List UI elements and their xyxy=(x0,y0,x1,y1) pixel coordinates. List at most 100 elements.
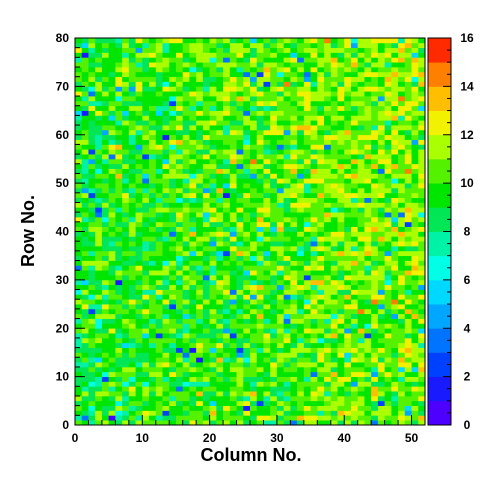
heatmap-cell xyxy=(196,236,204,242)
heatmap-cell xyxy=(236,158,244,165)
heatmap-cell xyxy=(364,342,372,348)
heatmap-cell xyxy=(297,96,305,102)
x-axis-title: Column No. xyxy=(201,445,302,465)
heatmap-cell xyxy=(384,241,392,247)
heatmap-cell xyxy=(128,318,136,324)
heatmap-cell xyxy=(175,270,184,276)
heatmap-cell xyxy=(344,197,352,203)
heatmap-cell xyxy=(162,67,170,73)
heatmap-cell xyxy=(81,386,89,392)
heatmap-cell xyxy=(357,154,365,160)
heatmap-cell xyxy=(135,42,143,49)
heatmap-cell xyxy=(330,362,338,368)
heatmap-cell xyxy=(250,105,258,111)
heatmap-cell xyxy=(236,246,244,252)
heatmap-cell xyxy=(357,38,365,44)
heatmap-cell xyxy=(115,420,123,426)
heatmap-cell xyxy=(391,129,399,136)
heatmap-cell xyxy=(169,236,177,242)
heatmap-cell xyxy=(229,342,237,348)
heatmap-cell xyxy=(263,250,271,257)
heatmap-cell xyxy=(101,265,109,271)
heatmap-cell xyxy=(88,236,96,242)
heatmap-cell xyxy=(88,168,96,174)
heatmap-cell xyxy=(310,313,318,319)
heatmap-cell xyxy=(115,52,123,58)
heatmap-cell xyxy=(142,299,150,305)
heatmap-cell xyxy=(290,308,298,315)
heatmap-cell xyxy=(384,221,392,228)
heatmap-cell xyxy=(108,241,116,247)
heatmap-cell xyxy=(276,246,284,252)
heatmap-cell xyxy=(404,366,412,373)
heatmap-cell xyxy=(283,100,291,107)
heatmap-cell xyxy=(283,115,291,121)
heatmap-cell xyxy=(276,71,284,78)
heatmap-cell xyxy=(411,260,419,266)
heatmap-cell xyxy=(209,134,217,140)
heatmap-cell xyxy=(330,187,338,194)
heatmap-cell xyxy=(290,86,298,92)
heatmap-cell xyxy=(418,415,426,421)
heatmap-cell xyxy=(223,221,231,228)
heatmap-cell xyxy=(88,275,96,281)
heatmap-cell xyxy=(297,38,305,44)
heatmap-cell xyxy=(337,163,345,169)
heatmap-cell xyxy=(276,279,284,286)
heatmap-cell xyxy=(101,120,109,126)
heatmap-cell xyxy=(344,381,352,387)
heatmap-cell xyxy=(391,410,399,416)
heatmap-cell xyxy=(411,221,419,228)
heatmap-cell xyxy=(196,178,204,184)
heatmap-cell xyxy=(169,265,177,271)
heatmap-cell xyxy=(411,279,419,286)
heatmap-cell xyxy=(371,357,379,363)
heatmap-cell xyxy=(377,241,385,247)
heatmap-cell xyxy=(202,420,210,426)
heatmap-cell xyxy=(317,250,325,257)
heatmap-cell xyxy=(256,47,264,53)
heatmap-cell xyxy=(350,318,359,324)
heatmap-cell xyxy=(357,187,365,194)
heatmap-cell xyxy=(384,260,392,266)
heatmap-cell xyxy=(263,96,271,102)
heatmap-cell xyxy=(324,139,332,145)
heatmap-cell xyxy=(371,62,379,68)
heatmap-cell xyxy=(290,81,298,87)
heatmap-cell xyxy=(81,328,89,334)
heatmap-cell xyxy=(364,115,372,121)
heatmap-cell xyxy=(81,168,89,174)
heatmap-cell xyxy=(256,144,264,150)
heatmap-cell xyxy=(135,241,143,247)
heatmap-cell xyxy=(162,299,170,305)
heatmap-cell xyxy=(128,173,136,179)
heatmap-cell xyxy=(290,299,298,305)
heatmap-cell xyxy=(128,376,136,382)
heatmap-cell xyxy=(236,149,244,155)
heatmap-cell xyxy=(357,400,365,406)
heatmap-cell xyxy=(283,362,291,368)
heatmap-cell xyxy=(128,366,136,373)
heatmap-cell xyxy=(283,386,291,392)
heatmap-cell xyxy=(357,270,365,276)
heatmap-cell xyxy=(202,255,210,261)
heatmap-cell xyxy=(270,381,278,387)
heatmap-cell xyxy=(384,342,392,348)
heatmap-cell xyxy=(162,260,170,266)
heatmap-cell xyxy=(169,139,177,145)
heatmap-cell xyxy=(169,86,177,92)
heatmap-cell xyxy=(229,260,237,266)
heatmap-cell xyxy=(263,120,271,126)
heatmap-cell xyxy=(371,149,379,155)
heatmap-cell xyxy=(276,400,284,406)
heatmap-cell xyxy=(411,139,419,145)
heatmap-cell xyxy=(324,400,332,406)
heatmap-cell xyxy=(229,381,237,387)
heatmap-cell xyxy=(162,52,170,58)
heatmap-cell xyxy=(310,47,318,53)
heatmap-cell xyxy=(317,139,325,145)
heatmap-cell xyxy=(162,236,170,242)
heatmap-cell xyxy=(317,100,325,107)
heatmap-cell xyxy=(317,415,325,421)
heatmap-cell xyxy=(142,323,150,329)
